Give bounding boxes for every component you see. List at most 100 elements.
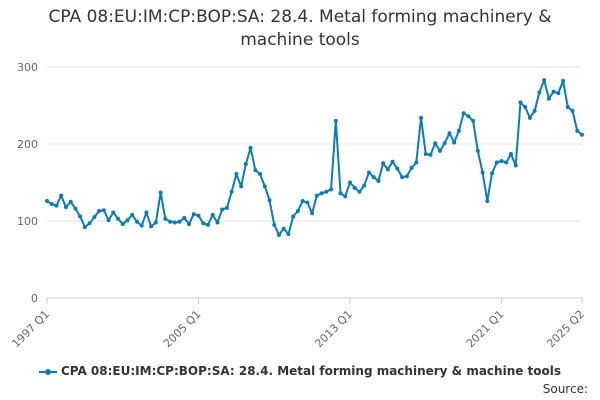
data-point bbox=[575, 128, 580, 133]
legend-label: CPA 08:EU:IM:CP:BOP:SA: 28.4. Metal form… bbox=[60, 364, 562, 378]
data-point bbox=[87, 221, 92, 226]
data-point bbox=[281, 226, 286, 231]
data-point bbox=[68, 199, 73, 204]
data-point bbox=[220, 207, 225, 212]
legend[interactable]: CPA 08:EU:IM:CP:BOP:SA: 28.4. Metal form… bbox=[0, 364, 600, 378]
grid bbox=[47, 66, 582, 299]
data-point bbox=[480, 170, 485, 175]
data-point bbox=[134, 219, 139, 224]
data-point bbox=[291, 214, 296, 219]
data-point bbox=[305, 200, 310, 205]
data-point bbox=[187, 222, 192, 227]
data-point bbox=[381, 161, 386, 166]
data-point bbox=[376, 178, 381, 183]
data-point bbox=[158, 190, 163, 195]
data-point bbox=[182, 215, 187, 220]
data-point bbox=[348, 180, 353, 185]
data-point bbox=[234, 172, 239, 177]
data-point bbox=[471, 118, 476, 123]
data-point bbox=[49, 202, 54, 207]
data-point bbox=[300, 198, 305, 203]
data-point bbox=[248, 145, 253, 150]
data-point bbox=[409, 165, 414, 170]
x-tick-label: 1997 Q1 bbox=[9, 308, 52, 351]
source-credit: Source: bbox=[542, 382, 588, 396]
data-point bbox=[286, 232, 291, 237]
x-tick-label: 2021 Q1 bbox=[464, 308, 507, 351]
data-point bbox=[101, 208, 106, 213]
chart-title-line-1: CPA 08:EU:IM:CP:BOP:SA: 28.4. Metal form… bbox=[48, 7, 552, 27]
data-point bbox=[456, 128, 461, 133]
data-point bbox=[120, 222, 125, 227]
data-point bbox=[352, 185, 357, 190]
data-point bbox=[168, 219, 173, 224]
data-point bbox=[414, 160, 419, 165]
data-point bbox=[362, 183, 367, 188]
data-point bbox=[461, 111, 466, 116]
data-point bbox=[395, 166, 400, 171]
data-point bbox=[447, 131, 452, 136]
data-point bbox=[97, 208, 102, 213]
data-point bbox=[276, 232, 281, 237]
data-point bbox=[452, 140, 457, 145]
data-point bbox=[570, 108, 575, 113]
data-point bbox=[224, 205, 229, 210]
data-point bbox=[196, 213, 201, 218]
data-point bbox=[272, 222, 277, 227]
x-tick-label: 2025 Q2 bbox=[544, 308, 587, 351]
data-point bbox=[139, 223, 144, 228]
data-point bbox=[437, 148, 442, 153]
data-point bbox=[314, 193, 319, 198]
data-point bbox=[262, 184, 267, 189]
data-point bbox=[390, 159, 395, 164]
data-point bbox=[267, 198, 272, 203]
data-point bbox=[542, 78, 547, 83]
x-tick-label: 2005 Q1 bbox=[161, 308, 204, 351]
data-point bbox=[508, 152, 513, 157]
data-point bbox=[499, 158, 504, 163]
data-point bbox=[400, 175, 405, 180]
y-tick-label: 100 bbox=[17, 215, 38, 228]
x-axis: 1997 Q1 2005 Q1 2013 Q1 2021 Q1 2025 Q2 bbox=[9, 297, 587, 351]
data-point bbox=[116, 216, 121, 221]
data-point bbox=[428, 152, 433, 157]
data-point bbox=[54, 203, 59, 208]
data-point bbox=[59, 193, 64, 198]
series-line bbox=[46, 79, 583, 236]
data-point bbox=[73, 206, 78, 211]
data-point bbox=[419, 115, 424, 120]
y-axis-ticks: 0 100 200 300 bbox=[17, 61, 38, 305]
data-point bbox=[442, 141, 447, 146]
data-point bbox=[243, 162, 248, 167]
data-point bbox=[580, 132, 584, 137]
data-point bbox=[466, 114, 471, 119]
data-point bbox=[475, 148, 480, 153]
data-point bbox=[518, 100, 523, 105]
data-point bbox=[490, 171, 495, 176]
data-point bbox=[423, 152, 428, 157]
data-point bbox=[366, 170, 371, 175]
data-point bbox=[338, 191, 343, 196]
y-tick-label: 200 bbox=[17, 138, 38, 151]
series-group bbox=[45, 78, 584, 237]
data-point bbox=[130, 212, 135, 217]
data-point bbox=[527, 115, 532, 120]
data-point bbox=[239, 184, 244, 189]
data-point bbox=[546, 96, 551, 101]
data-point bbox=[357, 189, 362, 194]
data-point bbox=[125, 218, 130, 223]
x-tick-label: 2013 Q1 bbox=[312, 308, 355, 351]
data-point bbox=[556, 91, 561, 96]
data-point bbox=[253, 168, 258, 173]
data-point bbox=[561, 78, 566, 83]
y-tick-label: 0 bbox=[31, 292, 38, 305]
data-point bbox=[295, 208, 300, 213]
data-point bbox=[494, 160, 499, 165]
data-point bbox=[532, 108, 537, 113]
data-point bbox=[324, 189, 329, 194]
data-point bbox=[537, 90, 542, 95]
data-point bbox=[385, 167, 390, 172]
data-point bbox=[329, 187, 334, 192]
data-point bbox=[565, 105, 570, 110]
